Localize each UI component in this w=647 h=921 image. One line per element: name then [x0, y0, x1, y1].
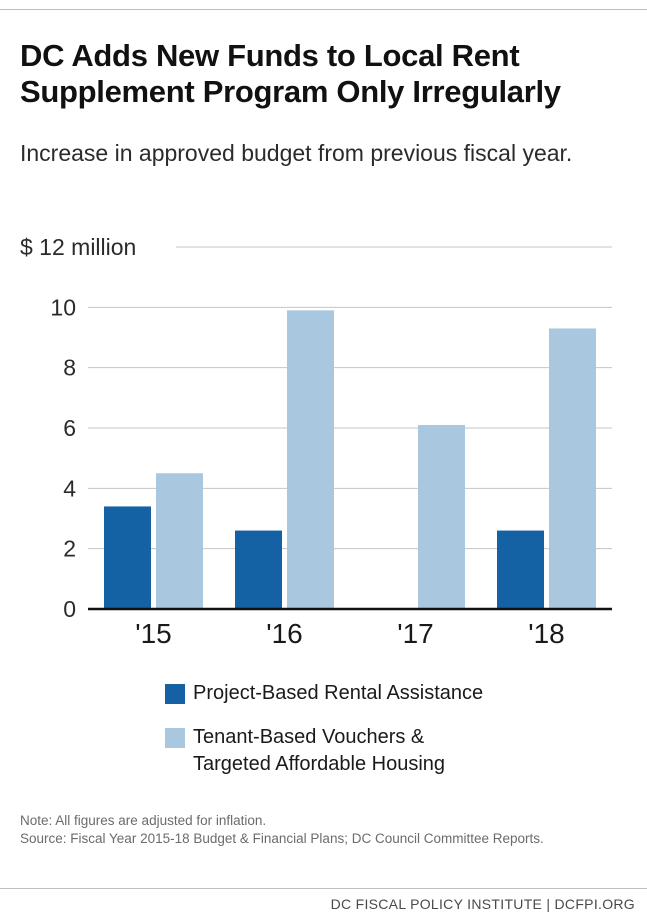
x-tick-label: '15 [135, 618, 172, 649]
y-tick-label: 2 [63, 536, 76, 562]
legend-label-project-based: Project-Based Rental Assistance [193, 682, 484, 704]
chart-title: DC Adds New Funds to Local Rent Suppleme… [20, 38, 561, 109]
note-text: Note: All figures are adjusted for infla… [20, 813, 267, 828]
y-tick-label: $ 12 million [20, 234, 136, 260]
legend-swatch-tenant-based [165, 728, 185, 748]
legend-label-tenant-based-line2: Targeted Affordable Housing [193, 753, 446, 775]
y-tick-label: 4 [63, 475, 76, 501]
bar [235, 530, 282, 609]
y-tick-label: 0 [63, 596, 76, 622]
legend-label-tenant-based: Tenant-Based Vouchers & Targeted Afforda… [193, 724, 593, 778]
legend-label-tenant-based-line1: Tenant-Based Vouchers & [193, 726, 425, 748]
x-tick-label: '18 [528, 618, 565, 649]
source-text: Source: Fiscal Year 2015-18 Budget & Fin… [20, 831, 544, 846]
x-tick-label: '17 [397, 618, 434, 649]
y-tick-label: 6 [63, 415, 76, 441]
y-tick-label: 10 [50, 294, 76, 320]
bar [287, 310, 334, 609]
footer-text: DC FISCAL POLICY INSTITUTE | DCFPI.ORG [330, 896, 635, 912]
x-tick-label: '16 [266, 618, 303, 649]
bar [156, 473, 203, 609]
bar [549, 328, 596, 609]
footer-rule [0, 888, 647, 889]
bar [418, 424, 465, 609]
top-rule [0, 9, 647, 10]
bar [104, 506, 151, 609]
legend-swatch-project-based [165, 684, 185, 704]
chart-subtitle: Increase in approved budget from previou… [20, 140, 573, 166]
bar [497, 530, 544, 609]
bar-chart: 0 2 4 6 8 10 $ 12 million '15 '16 '17 '18 [20, 234, 612, 649]
y-tick-label: 8 [63, 355, 76, 381]
notes: Note: All figures are adjusted for infla… [20, 812, 620, 848]
